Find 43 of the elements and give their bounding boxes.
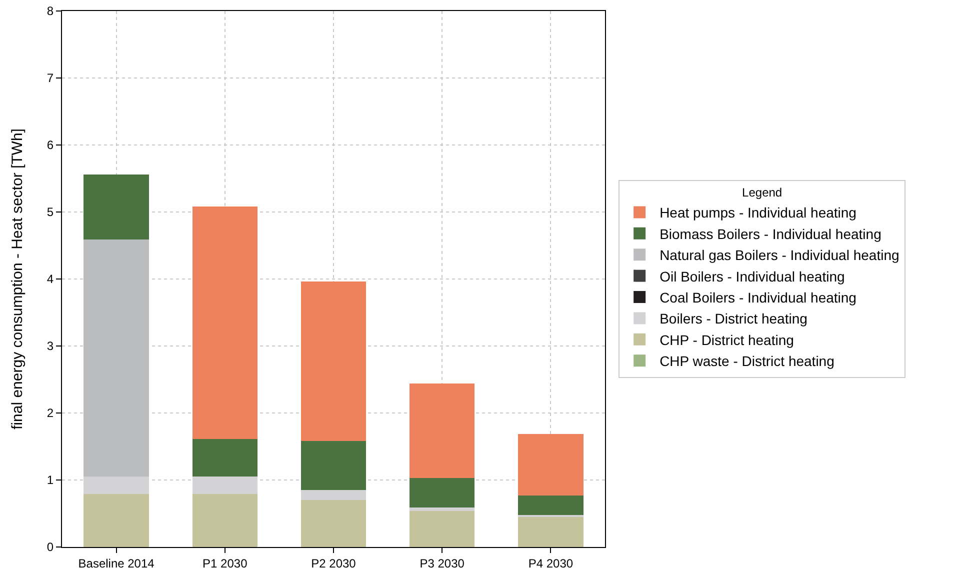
- y-tick-label: 8: [46, 4, 54, 18]
- bar: [192, 476, 258, 494]
- legend-label: Coal Boilers - Individual heating: [660, 289, 856, 306]
- bar: [410, 507, 475, 511]
- bar: [84, 494, 149, 547]
- bar: [518, 516, 584, 547]
- legend-label: Oil Boilers - Individual heating: [660, 268, 845, 284]
- bar: [518, 434, 584, 496]
- y-tick-label: 6: [46, 138, 54, 152]
- bar: [518, 495, 584, 515]
- y-tick-label: 1: [46, 473, 54, 488]
- bar: [410, 384, 475, 478]
- bar: [192, 206, 258, 440]
- legend-label: Boilers - District heating: [660, 310, 808, 327]
- bar: [300, 490, 366, 500]
- bar: [300, 282, 366, 442]
- x-tick-label: Baseline 2014: [78, 556, 155, 570]
- legend-label: CHP - District heating: [660, 332, 794, 348]
- y-tick-label: 5: [46, 205, 54, 220]
- bar: [410, 510, 475, 547]
- x-tick-label: P2 2030: [311, 556, 356, 570]
- bar: [84, 239, 149, 477]
- y-tick-label: 2: [46, 406, 54, 420]
- x-tick-label: P3 2030: [420, 556, 465, 570]
- bar: [410, 478, 475, 508]
- bar: [192, 439, 258, 477]
- y-tick-label: 7: [46, 71, 54, 86]
- legend-label: Natural gas Boilers - Individual heating: [660, 247, 900, 264]
- y-axis-title: final energy consumption - Heat sector [TWh]: [9, 128, 26, 430]
- bar: [300, 441, 366, 490]
- legend-label: Biomass Boilers - Individual heating: [660, 226, 882, 242]
- legend-title: Legend: [742, 186, 782, 200]
- x-tick-label: P1 2030: [202, 556, 248, 570]
- legend-label: CHP waste - District heating: [660, 353, 834, 370]
- y-tick-label: 3: [46, 339, 54, 354]
- y-tick-label: 0: [46, 540, 54, 554]
- legend-label: Heat pumps - Individual heating: [660, 204, 856, 221]
- bar: [84, 174, 149, 240]
- y-tick-label: 4: [46, 272, 54, 286]
- bar: [192, 494, 258, 547]
- x-tick-label: P4 2030: [528, 556, 574, 570]
- bar: [84, 476, 149, 494]
- bar: [300, 500, 366, 547]
